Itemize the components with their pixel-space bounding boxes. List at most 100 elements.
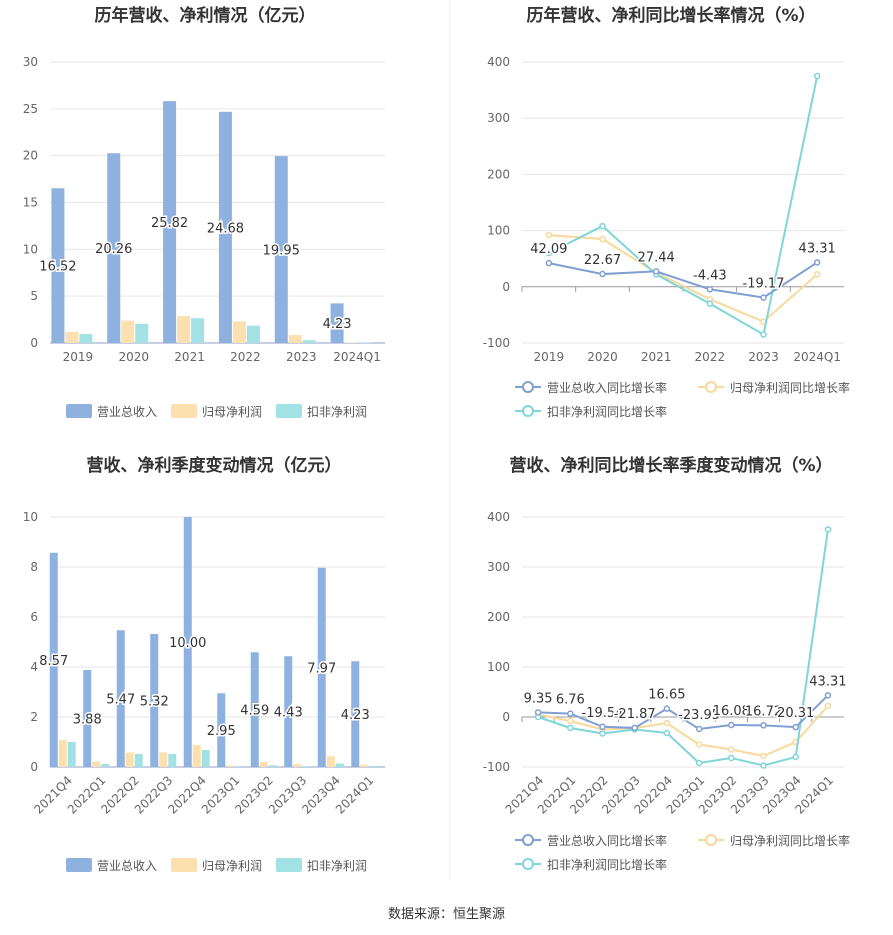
x-tick-label: 2024Q1 — [793, 350, 841, 364]
bar-parent-net-profit — [293, 764, 302, 767]
legend-label: 归母净利润 — [202, 405, 262, 419]
legend-label: 扣非净利润 — [307, 405, 367, 419]
data-label: 3.88 — [73, 713, 102, 728]
bar-deducted-net-profit — [235, 766, 244, 767]
data-point — [792, 723, 799, 731]
data-point — [706, 286, 714, 293]
chart-title: 历年营收、净利情况（亿元） — [95, 5, 316, 26]
bar-parent-net-profit — [159, 752, 168, 767]
data-point — [760, 331, 767, 338]
data-point — [652, 268, 660, 275]
data-label: 5.32 — [140, 695, 169, 710]
bar-revenue — [107, 153, 121, 343]
data-label: 20.31 — [777, 706, 814, 721]
bar-deducted-net-profit — [201, 750, 210, 767]
legend-label: 营业总收入同比增长率 — [547, 833, 667, 848]
data-label: -19.17 — [743, 277, 785, 292]
bar-parent-net-profit — [192, 745, 201, 767]
bar-deducted-net-profit — [302, 340, 316, 343]
data-point — [631, 724, 638, 732]
y-tick-label: 30 — [23, 55, 38, 69]
data-point — [663, 719, 671, 727]
x-tick-label: 2020 — [587, 350, 618, 364]
bar-parent-net-profit — [177, 315, 191, 343]
legend-label: 归母净利润同比增长率 — [730, 833, 850, 848]
y-tick-label: 100 — [487, 660, 510, 674]
chart-title: 营收、净利季度变动情况（亿元） — [87, 455, 342, 476]
x-tick-label: 2021 — [641, 350, 672, 364]
data-label: -19.54 — [582, 706, 624, 721]
data-label: 16.65 — [648, 688, 685, 703]
legend-label: 扣非净利润同比增长率 — [547, 857, 667, 872]
chart-title: 历年营收、净利同比增长率情况（%） — [526, 5, 815, 26]
y-tick-label: 25 — [23, 102, 38, 116]
bar-revenue — [351, 661, 360, 767]
bar-deducted-net-profit — [191, 318, 205, 343]
data-point — [760, 722, 767, 729]
data-label: 42.09 — [530, 242, 567, 257]
data-point — [567, 710, 574, 717]
data-label: -21.87 — [614, 707, 656, 722]
y-tick-label: 5 — [30, 289, 38, 303]
bar-parent-net-profit — [259, 762, 268, 767]
legend-label: 营业总收入 — [97, 405, 157, 419]
series-line — [537, 705, 829, 758]
bar-revenue — [274, 156, 288, 343]
data-point — [663, 729, 671, 737]
data-label: -23.95 — [678, 708, 720, 723]
data-point — [760, 752, 767, 760]
bar-revenue — [150, 634, 159, 767]
y-tick-label: 400 — [487, 55, 510, 69]
legend-marker — [705, 381, 717, 393]
legend-swatch — [276, 404, 302, 418]
data-point — [695, 741, 703, 748]
series-line — [537, 529, 829, 767]
bar-deducted-net-profit — [67, 742, 76, 767]
data-label: 4.23 — [323, 317, 352, 332]
chart-svg: 历年营收、净利情况（亿元） 0 5 10 15 20 25 30 16.52 2019 20.26 2… — [23, 5, 385, 419]
quarterly-growth-rate-chart: 营收、净利同比增长率季度变动情况（%） -100 0 100 200 300 400 2021… — [450, 450, 893, 890]
x-tick-label: 2022 — [230, 350, 261, 364]
y-tick-label: 6 — [30, 610, 38, 624]
series-line — [548, 234, 818, 323]
legend-label: 归母净利润 — [202, 859, 262, 873]
data-label: 4.43 — [274, 706, 303, 721]
y-tick-label: 0 — [502, 710, 510, 724]
bar-deducted-net-profit — [246, 325, 260, 343]
legend-swatch — [66, 404, 92, 418]
bar-revenue — [218, 111, 232, 344]
legend-marker — [522, 381, 534, 393]
x-tick-label: 2019 — [534, 350, 565, 364]
y-tick-label: 200 — [487, 610, 510, 624]
data-point — [545, 249, 553, 257]
annual-revenue-profit-chart: 历年营收、净利情况（亿元） 0 5 10 15 20 25 30 16.52 2019 20.26 2… — [0, 0, 445, 430]
data-point — [824, 526, 832, 533]
bar-revenue — [317, 567, 326, 767]
data-point — [706, 300, 714, 307]
bar-revenue — [116, 630, 125, 767]
data-point — [813, 259, 821, 266]
legend-label: 归母净利润同比增长率 — [730, 380, 850, 395]
data-point — [663, 705, 671, 712]
x-tick-label: 2024Q1 — [333, 350, 381, 364]
y-tick-label: -100 — [483, 760, 510, 774]
x-tick-label: 2022 — [695, 350, 726, 364]
legend-marker — [522, 834, 534, 846]
legend-label: 扣非净利润同比增长率 — [547, 404, 667, 419]
source-note: 数据来源：恒生聚源 — [387, 907, 505, 922]
data-label: -4.43 — [693, 268, 727, 283]
legend-swatch — [276, 858, 302, 872]
data-point — [534, 709, 542, 716]
data-point — [599, 730, 606, 737]
data-label: 19.95 — [263, 244, 300, 259]
data-label: 27.44 — [638, 250, 675, 265]
data-label: 4.23 — [341, 708, 370, 723]
data-label: 22.67 — [584, 253, 621, 268]
bar-revenue — [250, 652, 259, 767]
quarterly-revenue-profit-chart: 营收、净利季度变动情况（亿元） 0 2 4 6 8 10 8.57 2021Q4 3.88 2022… — [0, 450, 445, 890]
y-tick-label: 15 — [23, 196, 38, 210]
bar-parent-net-profit — [65, 331, 79, 343]
data-point — [599, 222, 606, 230]
bar-revenue — [49, 552, 58, 767]
bar-deducted-net-profit — [335, 763, 344, 767]
